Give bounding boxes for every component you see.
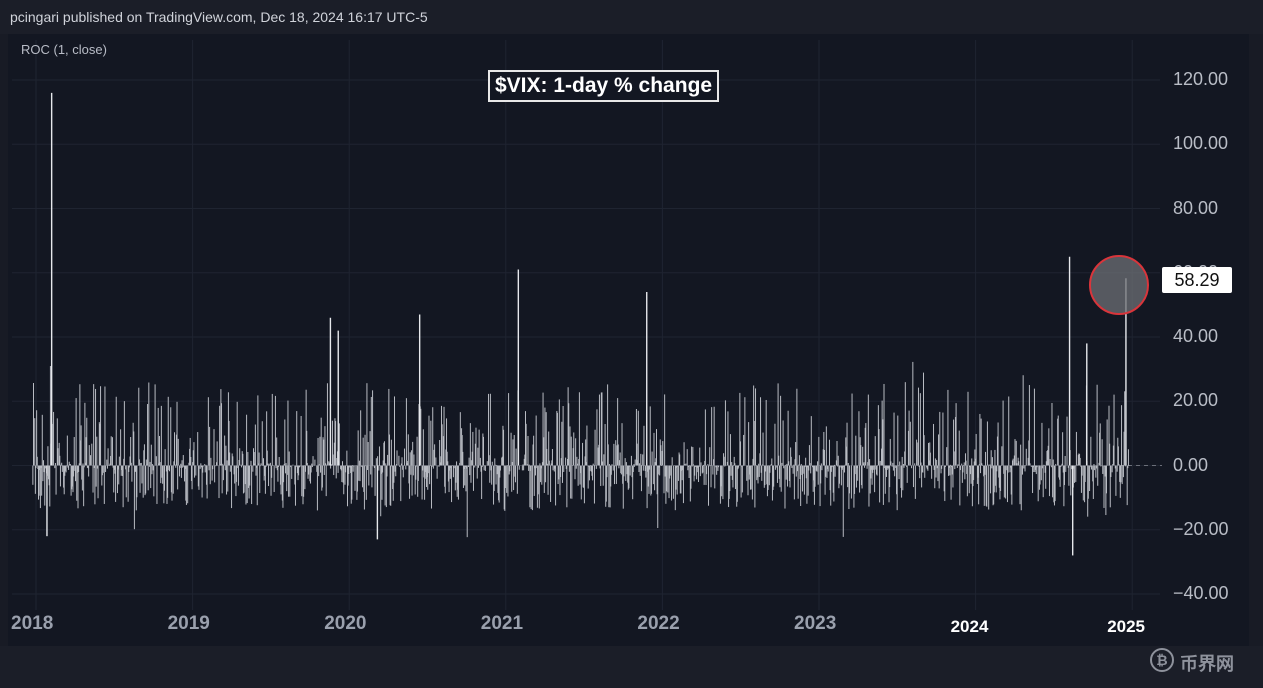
y-tick-label: 40.00 — [1173, 326, 1219, 346]
bitcoin-circle-icon: ₿ — [1150, 648, 1174, 672]
highlight-circle — [1089, 255, 1149, 315]
y-tick-label: 20.00 — [1173, 390, 1219, 411]
y-tick-label: 120.00 — [1173, 69, 1229, 89]
y-tick-label: −20.00 — [1173, 518, 1229, 539]
x-tick-label: 2019 — [167, 613, 210, 634]
roc-bars — [32, 92, 1130, 556]
x-tick-label: 2023 — [794, 613, 837, 634]
x-tick-label: 2018 — [11, 613, 54, 634]
x-tick-label: 2020 — [324, 613, 367, 634]
publisher-info: pcingari published on TradingView.com, D… — [10, 9, 428, 25]
chart-title: $VIX: 1-day % change — [488, 70, 720, 102]
x-tick-label: 2021 — [480, 613, 524, 634]
last-value-label: 58.29 — [1162, 267, 1232, 293]
x-tick-label: 2022 — [637, 613, 680, 634]
header-bar: pcingari published on TradingView.com, D… — [0, 0, 1263, 34]
x-tick-label: 2025 — [1107, 617, 1146, 636]
y-tick-label: −40.00 — [1173, 583, 1229, 603]
watermark-text: 币界网 — [1180, 654, 1234, 674]
chart-panel[interactable] — [8, 34, 1249, 646]
y-tick-label: 0.00 — [1173, 454, 1209, 475]
y-tick-label: 80.00 — [1173, 197, 1219, 218]
footer-band — [0, 646, 1263, 688]
watermark-logo: ₿ 币界网 — [1150, 645, 1255, 677]
y-tick-label: 100.00 — [1173, 133, 1229, 154]
indicator-label[interactable]: ROC (1, close) — [21, 42, 107, 57]
x-tick-label: 2024 — [950, 617, 989, 636]
